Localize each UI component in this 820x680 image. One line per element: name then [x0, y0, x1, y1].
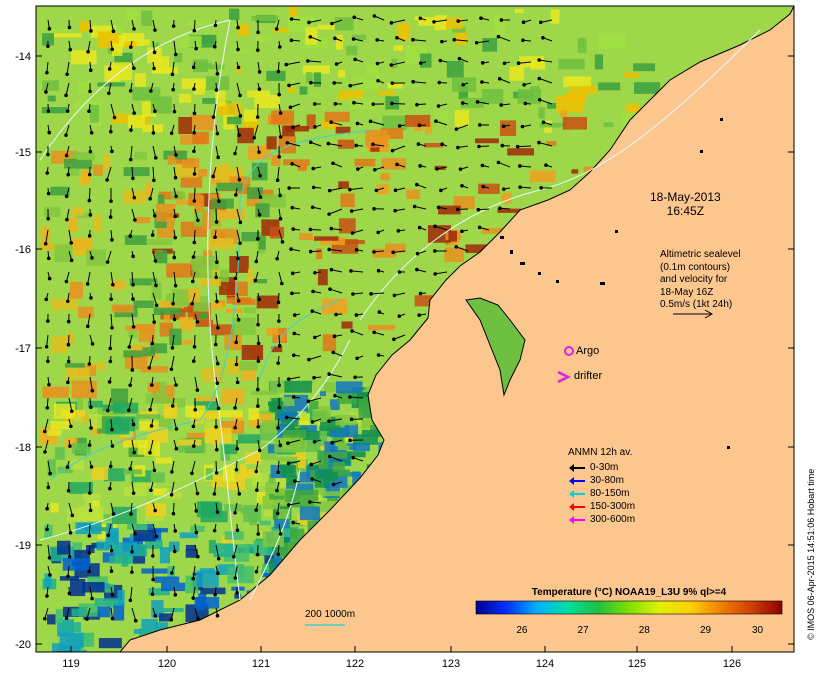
anmn-legend-label: 80-150m	[590, 488, 630, 499]
x-tick-label: 119	[62, 658, 80, 670]
anmn-legend-item: 30-80m	[568, 474, 635, 487]
anmn-legend: ANMN 12h av. 0-30m 30-80m 80-150m 150-30…	[568, 446, 635, 526]
altimetry-line: (0.1m contours)	[660, 261, 731, 273]
x-tick-label: 124	[536, 658, 554, 670]
y-tick-label: -20	[15, 639, 31, 651]
altimetry-line: Altimetric sealevel	[660, 249, 741, 260]
drifter-label: drifter	[574, 370, 603, 382]
colorbar-tick: 26	[516, 625, 528, 636]
x-tick-label: 122	[346, 658, 364, 670]
x-tick-label: 120	[158, 658, 176, 670]
x-tick-label: 121	[252, 658, 270, 670]
islands	[500, 118, 730, 449]
anmn-legend-label: 0-30m	[590, 462, 619, 473]
x-tick-label: 123	[442, 658, 460, 670]
credit-text: © IMOS 06-Apr-2015 14:51:06 Hobart time	[806, 468, 816, 640]
altimetry-note: Altimetric sealevel (0.1m contours) and …	[660, 249, 741, 312]
y-tick-label: -16	[15, 244, 31, 256]
arrow-left-icon	[569, 476, 585, 485]
drifter-marker	[557, 370, 571, 384]
depth-contours	[49, 129, 371, 481]
colorbar-tick: 27	[577, 625, 589, 636]
observation-datetime: 18-May-2013 16:45Z	[650, 190, 721, 218]
arrow-left-icon	[569, 489, 585, 498]
anmn-legend-label: 30-80m	[590, 475, 624, 486]
sealevel-contours	[39, 19, 761, 601]
anmn-legend-label: 300-600m	[590, 514, 636, 525]
peninsula	[465, 297, 526, 397]
map-border	[35, 5, 795, 653]
land-mass	[119, 6, 794, 652]
x-tick-label: 126	[723, 658, 741, 670]
velocity-scale-arrowhead	[704, 309, 714, 319]
altimetry-line: 0.5m/s (1kt 24h)	[660, 299, 733, 310]
argo-float-marker	[564, 346, 574, 356]
observation-date: 18-May-2013	[650, 190, 721, 204]
velocity-arrows	[42, 14, 553, 623]
colorbar-tick: 28	[638, 625, 650, 636]
arrow-left-icon	[569, 502, 585, 511]
x-tick-label: 125	[628, 658, 646, 670]
anmn-legend-item: 0-30m	[568, 461, 635, 474]
anmn-legend-item: 150-300m	[568, 500, 635, 513]
y-tick-label: -14	[15, 51, 31, 63]
colorbar-ticks: 26 27 28 29 30	[476, 625, 782, 639]
altimetry-line: 18-May 16Z	[660, 286, 714, 298]
altimetry-line: and velocity for	[660, 274, 728, 285]
anmn-legend-label: 150-300m	[590, 501, 636, 512]
anmn-legend-item: 300-600m	[568, 513, 635, 526]
axis-tick-labels: 119 120 121 122 123 124 125 126 -14 -15 -16 -17 -18 -…	[15, 51, 741, 670]
y-tick-label: -18	[15, 442, 31, 454]
y-tick-label: -15	[15, 147, 31, 159]
depth-contour-label: 200 1000m	[305, 609, 356, 620]
anmn-legend-title: ANMN 12h av.	[568, 447, 633, 458]
arrow-left-icon	[569, 463, 585, 472]
observation-time: 16:45Z	[666, 204, 705, 218]
argo-label: Argo	[576, 345, 600, 357]
colorbar-tick: 29	[699, 625, 712, 636]
colorbar-title: Temperature (°C) NOAA19_L3U 9% ql>=4	[531, 587, 727, 598]
colorbar-gradient	[475, 600, 783, 615]
anmn-legend-item: 80-150m	[568, 487, 635, 500]
axis-ticks	[36, 55, 794, 652]
colorbar-tick: 30	[751, 625, 764, 636]
y-tick-label: -17	[15, 343, 31, 355]
arrow-left-icon	[569, 515, 585, 524]
y-tick-label: -19	[15, 540, 31, 552]
